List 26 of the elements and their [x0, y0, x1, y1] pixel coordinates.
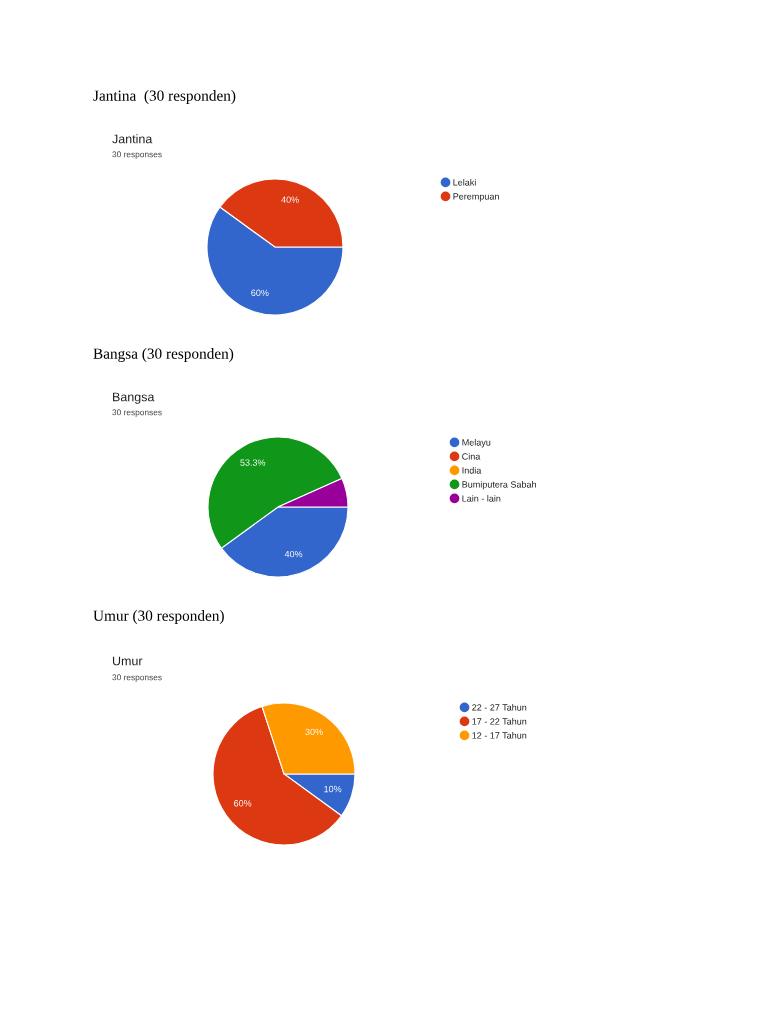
- chart-subtitle: Umur: [112, 656, 143, 666]
- legend-label: 12 - 17 Tahun: [472, 732, 527, 739]
- legend-label: Perempuan: [453, 193, 499, 202]
- data-label: 40%: [281, 196, 299, 203]
- data-label: 30%: [305, 728, 323, 736]
- chart-title: Umur (30 responden): [93, 610, 224, 624]
- legend-label: Bumiputera Sabah: [462, 481, 536, 490]
- legend-label: Lain - lain: [462, 495, 501, 502]
- legend-label: Lelaki: [453, 179, 476, 186]
- data-label: 10%: [324, 785, 342, 793]
- chart-title: Jantina (30 responden): [93, 90, 236, 104]
- data-label: 40%: [284, 550, 303, 558]
- data-label: 53.3%: [240, 459, 266, 466]
- data-label: 60%: [251, 289, 269, 296]
- legend-label: Cina: [462, 453, 481, 460]
- legend-label: Melayu: [462, 439, 491, 448]
- legend-label: India: [462, 467, 482, 474]
- text: 30 responses: [112, 674, 162, 682]
- data-label: 60%: [234, 800, 252, 807]
- text: 30 responses: [112, 409, 162, 417]
- chart-subtitle: Bangsa: [113, 392, 155, 404]
- chart-title: Bangsa (30 responden): [93, 348, 234, 362]
- legend-label: 17 - 22 Tahun: [472, 718, 527, 725]
- text: 30 responses: [112, 151, 162, 159]
- legend-label: 22 - 27 Tahun: [472, 704, 527, 711]
- chart-subtitle: Jantina: [112, 134, 153, 144]
